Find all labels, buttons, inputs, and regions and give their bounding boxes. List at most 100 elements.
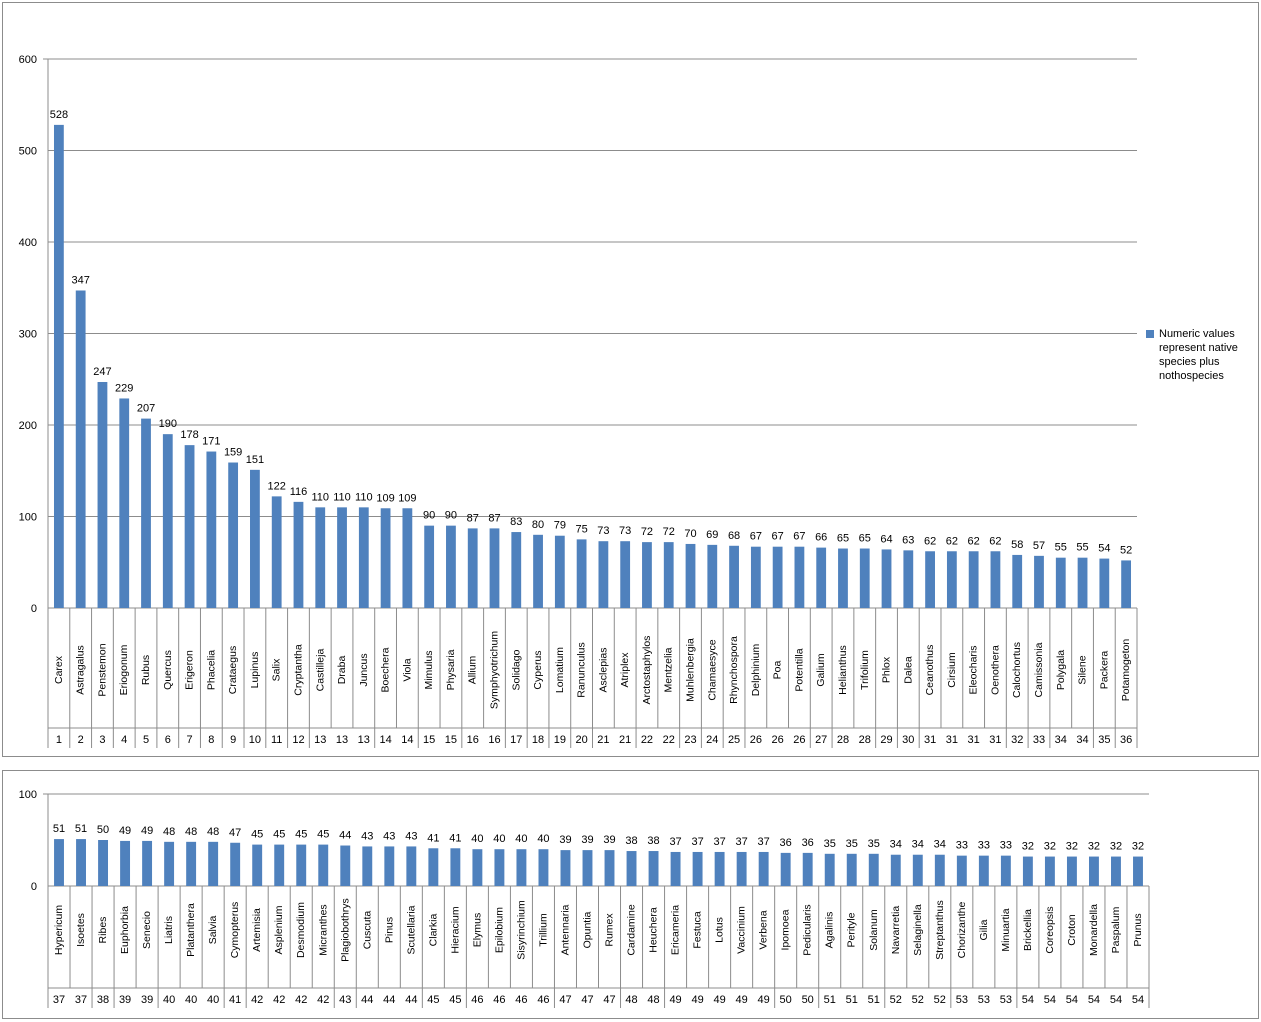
- top-rank-label: 2: [78, 734, 84, 746]
- bottom-rank-label: 44: [361, 994, 373, 1006]
- top-data-label: 347: [71, 274, 89, 286]
- bottom-category-label: Asplenium: [273, 905, 285, 954]
- bottom-category-label: Croton: [1066, 914, 1078, 946]
- top-rank-label: 19: [554, 734, 566, 746]
- bottom-rank-label: 45: [449, 994, 461, 1006]
- top-category-label: Ceanothus: [924, 645, 936, 696]
- top-data-label: 116: [290, 486, 308, 498]
- bottom-data-label: 45: [317, 829, 329, 841]
- bottom-bar: [1088, 856, 1099, 886]
- bottom-bar: [736, 851, 747, 886]
- top-data-label: 65: [859, 533, 871, 545]
- top-bar: [97, 381, 108, 608]
- top-data-label: 57: [1033, 540, 1045, 552]
- bottom-bar: [560, 850, 571, 886]
- top-bar: [206, 451, 217, 608]
- top-rank-label: 15: [423, 734, 435, 746]
- bottom-category-label: Elymus: [471, 913, 483, 947]
- bottom-data-label: 38: [647, 835, 659, 847]
- top-category-label: Packera: [1098, 651, 1110, 690]
- bottom-rank-label: 52: [890, 994, 902, 1006]
- bottom-rank-label: 43: [339, 994, 351, 1006]
- top-bar: [1012, 554, 1023, 608]
- bottom-bar: [208, 841, 219, 886]
- top-rank-label: 24: [706, 734, 718, 746]
- bottom-bar: [252, 844, 263, 886]
- top-category-label: Chamaesyce: [706, 639, 718, 700]
- top-bar: [511, 532, 522, 608]
- top-rank-label: 23: [684, 734, 696, 746]
- bottom-category-label: Cymopterus: [229, 902, 241, 959]
- bottom-data-label: 50: [97, 824, 109, 836]
- top-bar: [968, 551, 979, 608]
- bottom-rank-label: 42: [273, 994, 285, 1006]
- bottom-category-label: Pinus: [383, 917, 395, 943]
- bottom-data-label: 40: [493, 833, 505, 845]
- bottom-rank-label: 54: [1132, 994, 1144, 1006]
- bottom-data-label: 41: [449, 832, 461, 844]
- top-category-label: Quercus: [162, 650, 174, 690]
- bottom-rank-label: 49: [713, 994, 725, 1006]
- top-data-label: 247: [93, 366, 111, 378]
- bottom-bar: [626, 851, 637, 886]
- bottom-category-label: Cardamine: [626, 904, 638, 956]
- top-data-label: 67: [793, 531, 805, 543]
- top-data-label: 63: [902, 534, 914, 546]
- bottom-data-label: 35: [824, 838, 836, 850]
- bottom-rank-label: 37: [53, 994, 65, 1006]
- bottom-bar: [450, 848, 461, 886]
- bottom-rank-label: 51: [824, 994, 836, 1006]
- bottom-rank-label: 54: [1066, 994, 1078, 1006]
- top-bar: [1077, 557, 1088, 608]
- top-data-label: 62: [946, 535, 958, 547]
- bottom-data-label: 32: [1088, 841, 1100, 853]
- bottom-category-label: Liatris: [163, 916, 175, 944]
- top-bar: [576, 539, 587, 608]
- top-data-label: 87: [488, 512, 500, 524]
- bottom-rank-label: 44: [383, 994, 395, 1006]
- bottom-rank-label: 38: [97, 994, 109, 1006]
- bottom-category-label: Monardella: [1088, 904, 1100, 956]
- top-category-label: Potentilla: [793, 648, 805, 691]
- top-data-label: 151: [246, 454, 264, 466]
- bottom-bar: [1133, 856, 1143, 886]
- bottom-category-label: Cuscuta: [361, 911, 373, 950]
- top-bar: [750, 546, 761, 608]
- top-y-tick-label: 0: [31, 603, 37, 615]
- bottom-category-label: Plagiobothrys: [339, 898, 351, 962]
- bottom-category-label: Antennaria: [559, 904, 571, 955]
- top-category-label: Camissonia: [1033, 642, 1045, 697]
- top-rank-label: 14: [379, 734, 391, 746]
- top-category-label: Lomatium: [554, 647, 566, 693]
- bottom-bar: [120, 840, 131, 886]
- bottom-bar: [714, 851, 725, 886]
- bottom-bar: [472, 849, 483, 886]
- bottom-data-label: 43: [405, 830, 417, 842]
- bottom-rank-label: 47: [559, 994, 571, 1006]
- top-category-label: Helianthus: [837, 645, 849, 695]
- top-bar: [337, 507, 347, 608]
- bottom-data-label: 39: [559, 834, 571, 846]
- top-category-label: Galium: [815, 653, 827, 687]
- bottom-data-label: 36: [780, 837, 792, 849]
- top-category-label: Rubus: [140, 655, 152, 685]
- top-data-label: 52: [1120, 544, 1132, 556]
- bottom-bar: [98, 840, 109, 886]
- bottom-data-label: 33: [978, 840, 990, 852]
- bottom-rank-label: 47: [581, 994, 593, 1006]
- top-data-label: 69: [706, 529, 718, 541]
- bottom-bar: [318, 844, 329, 886]
- top-data-label: 72: [641, 526, 653, 538]
- top-bar: [642, 542, 652, 608]
- bottom-rank-label: 39: [141, 994, 153, 1006]
- top-y-tick-label: 500: [19, 146, 37, 158]
- bottom-bar: [340, 845, 351, 886]
- top-rank-label: 32: [1011, 734, 1023, 746]
- bottom-data-label: 43: [383, 830, 395, 842]
- bottom-rank-label: 51: [868, 994, 880, 1006]
- top-bar: [467, 528, 478, 608]
- top-bar: [250, 469, 260, 608]
- top-data-label: 75: [575, 523, 587, 535]
- top-bar: [446, 525, 456, 608]
- bottom-y-tick-label: 100: [19, 789, 37, 801]
